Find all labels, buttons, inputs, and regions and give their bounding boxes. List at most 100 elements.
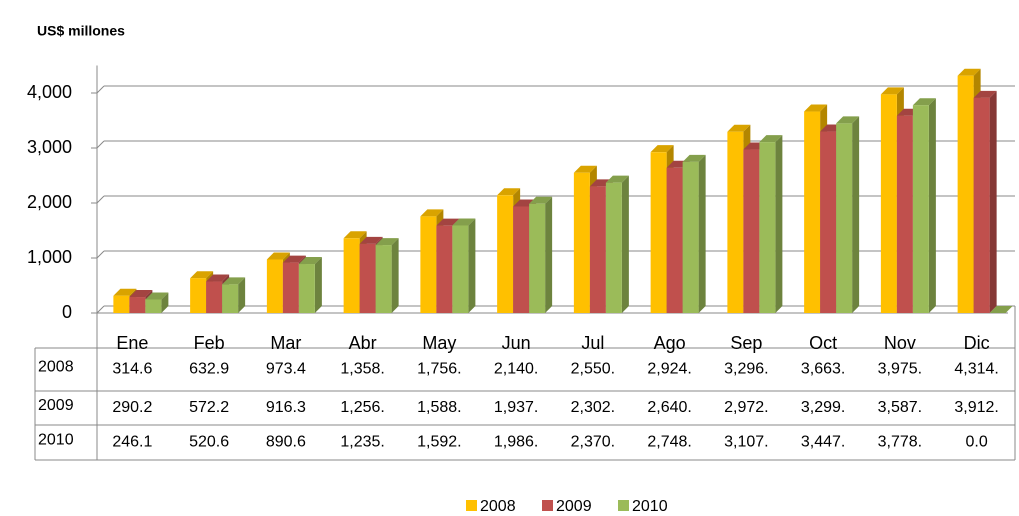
bar [880, 94, 897, 313]
y-tick-label: 4,000 [27, 82, 72, 102]
x-tick-label: Oct [809, 333, 837, 353]
bar-top [682, 154, 706, 162]
bar-top [343, 231, 367, 239]
bar [957, 75, 974, 313]
bar [206, 281, 223, 313]
table-cell: 2,748. [647, 434, 691, 451]
bar-top [222, 277, 246, 285]
bar [266, 259, 283, 313]
bar [298, 264, 315, 313]
bar-top [420, 209, 444, 217]
table-cell: 1,235. [340, 434, 384, 451]
table-cell: 1,588. [417, 399, 461, 416]
table-cell: 890.6 [266, 434, 306, 451]
grid-line [96, 85, 105, 94]
bar [589, 186, 606, 313]
legend-swatch [542, 500, 553, 511]
x-tick-label: Mar [270, 333, 301, 353]
bar-top [529, 196, 553, 204]
x-tick-label: Sep [730, 333, 762, 353]
y-tick-label: 3,000 [27, 137, 72, 157]
table-cell: 3,299. [801, 399, 845, 416]
table-cell: 0.0 [966, 434, 988, 451]
bar [820, 131, 837, 313]
bar-top [452, 218, 476, 226]
bar-top [650, 145, 674, 153]
table-cell: 973.4 [266, 361, 306, 378]
bar-top [957, 68, 981, 76]
x-tick-label: May [422, 333, 456, 353]
bar-top [804, 104, 828, 112]
bar [343, 238, 360, 313]
bar-side [621, 175, 629, 313]
bar-side [238, 277, 246, 313]
x-tick-label: Nov [884, 333, 916, 353]
table-cell: 520.6 [189, 434, 229, 451]
table-cell: 1,256. [340, 399, 384, 416]
y-tick-label: 2,000 [27, 192, 72, 212]
bar-side [391, 238, 399, 313]
bar [804, 111, 821, 313]
table-cell: 632.9 [189, 361, 229, 378]
bar-top [206, 274, 230, 282]
bar [359, 243, 376, 313]
table-cell: 916.3 [266, 399, 306, 416]
x-tick-label: Abr [349, 333, 377, 353]
bar [452, 225, 469, 313]
table-cell: 290.2 [112, 399, 152, 416]
bar [650, 152, 667, 313]
bar-top [573, 165, 597, 173]
bar-side [852, 116, 860, 313]
bar-top [359, 236, 383, 244]
table-cell: 3,663. [801, 361, 845, 378]
bar [190, 278, 207, 313]
bar-side [928, 98, 936, 314]
legend-label: 2010 [632, 498, 668, 515]
bar-top [113, 288, 137, 296]
legend-label: 2009 [556, 498, 592, 515]
table-cell: 3,447. [801, 434, 845, 451]
x-tick-label: Jul [581, 333, 604, 353]
table-row-header: 2008 [38, 359, 74, 376]
bar [145, 299, 162, 313]
bar-top [298, 257, 322, 265]
table-cell: 1,592. [417, 434, 461, 451]
bar-top [912, 98, 936, 106]
bar [222, 284, 239, 313]
table-cell: 3,778. [878, 434, 922, 451]
table-cell: 3,912. [954, 399, 998, 416]
table-cell: 314.6 [112, 361, 152, 378]
bar-top [282, 255, 306, 263]
grid-line [96, 140, 105, 149]
bar [682, 161, 699, 313]
bar [513, 206, 530, 313]
legend-swatch [618, 500, 629, 511]
table-cell: 2,640. [647, 399, 691, 416]
table-cell: 246.1 [112, 434, 152, 451]
table-cell: 3,975. [878, 361, 922, 378]
table-cell: 1,756. [417, 361, 461, 378]
y-tick-label: 1,000 [27, 247, 72, 267]
table-cell: 572.2 [189, 399, 229, 416]
bar [282, 262, 299, 313]
table-cell: 2,924. [647, 361, 691, 378]
bar [605, 182, 622, 313]
bar-top [436, 218, 460, 226]
bar [436, 225, 453, 313]
table-cell: 3,107. [724, 434, 768, 451]
bar-top [129, 290, 153, 298]
table-cell: 1,986. [494, 434, 538, 451]
chart-title: US$ millones [37, 23, 125, 39]
bar-top [759, 135, 783, 143]
bar [727, 131, 744, 313]
bar [973, 97, 990, 313]
x-tick-label: Feb [194, 333, 225, 353]
bar-side [989, 90, 997, 313]
table-cell: 3,587. [878, 399, 922, 416]
bar [666, 167, 683, 313]
bar [529, 203, 546, 313]
bar-side [314, 257, 322, 313]
grid-line [96, 195, 105, 204]
table-cell: 4,314. [954, 361, 998, 378]
